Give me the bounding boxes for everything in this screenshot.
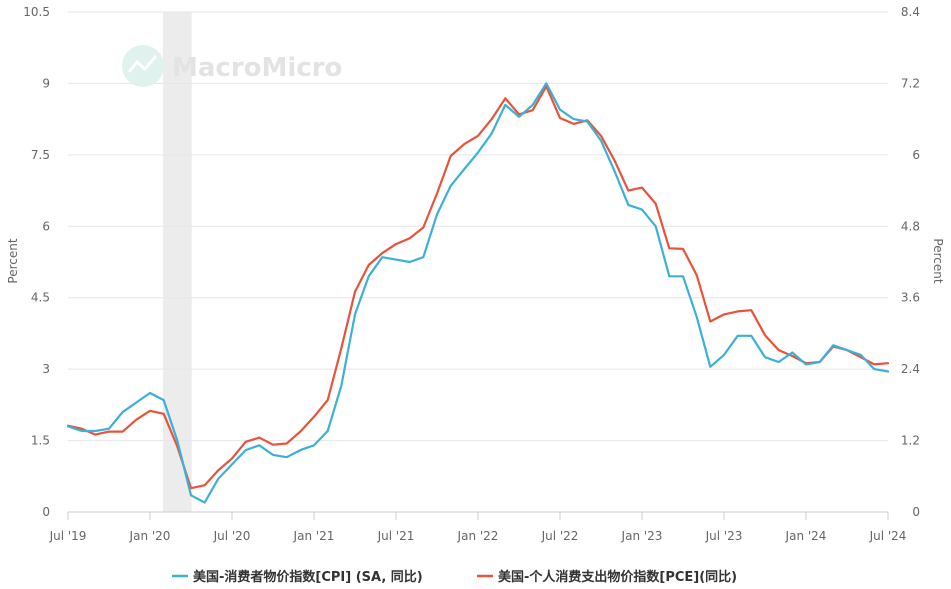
legend-item-cpi[interactable]: 美国-消费者物价指数[CPI] (SA, 同比)	[172, 569, 423, 585]
legend: 美国-消费者物价指数[CPI] (SA, 同比) 美国-个人消费支出物价指数[PC…	[172, 569, 737, 585]
y-left-tick-label: 7.5	[31, 148, 50, 162]
x-tick-label: Jul '20	[213, 529, 251, 543]
x-tick-label: Jan '21	[293, 529, 335, 543]
gridlines	[68, 11, 888, 442]
y-right-tick-label: 7.2	[901, 76, 920, 90]
series-line-cpi[interactable]	[66, 82, 890, 504]
y-left-tick-label: 6	[42, 219, 50, 233]
y-axis-left-title: Percent	[6, 238, 20, 283]
legend-item-pce[interactable]: 美国-个人消费支出物价指数[PCE](同比)	[477, 569, 737, 585]
axes: 0 1.5 3 4.5 6 7.5 9 10.5 0 1.2 2.4 3.6 4.8 6 7.2 8.4 Jul…	[23, 5, 920, 543]
x-tick-label: Jul '24	[869, 529, 907, 543]
recession-band	[162, 12, 192, 512]
y-axis-right-title: Percent	[931, 238, 945, 283]
y-right-tick-label: 4.8	[901, 219, 920, 233]
series-line-pce[interactable]	[66, 85, 890, 490]
watermark: MacroMicro	[122, 45, 342, 87]
watermark-chart-icon	[127, 55, 158, 73]
y-left-tick-label: 9	[42, 76, 50, 90]
y-left-tick-label: 3	[42, 362, 50, 376]
y-right-tick-label: 1.2	[901, 434, 920, 448]
y-right-tick-label: 6	[912, 148, 920, 162]
x-tick-label: Jul '23	[705, 529, 743, 543]
x-tick-label: Jan '24	[785, 529, 827, 543]
x-tick-label: Jan '22	[457, 529, 499, 543]
y-right-tick-label: 3.6	[901, 291, 920, 305]
y-right-tick-label: 8.4	[901, 5, 920, 19]
y-left-tick-label: 10.5	[23, 5, 50, 19]
y-left-tick-label: 1.5	[31, 434, 50, 448]
y-right-tick-label: 0	[912, 505, 920, 519]
y-left-tick-label: 4.5	[31, 291, 50, 305]
x-tick-label: Jul '19	[49, 529, 87, 543]
y-right-tick-label: 2.4	[901, 362, 920, 376]
x-tick-label: Jan '23	[621, 529, 663, 543]
watermark-text: MacroMicro	[172, 53, 342, 83]
legend-label: 美国-消费者物价指数[CPI] (SA, 同比)	[193, 569, 423, 585]
x-tick-label: Jul '22	[541, 529, 579, 543]
y-left-tick-label: 0	[42, 505, 50, 519]
series-layer	[66, 82, 890, 504]
x-tick-label: Jan '20	[129, 529, 171, 543]
recession-band-layer	[162, 12, 192, 512]
x-tick-label: Jul '21	[377, 529, 415, 543]
legend-label: 美国-个人消费支出物价指数[PCE](同比)	[498, 569, 737, 585]
